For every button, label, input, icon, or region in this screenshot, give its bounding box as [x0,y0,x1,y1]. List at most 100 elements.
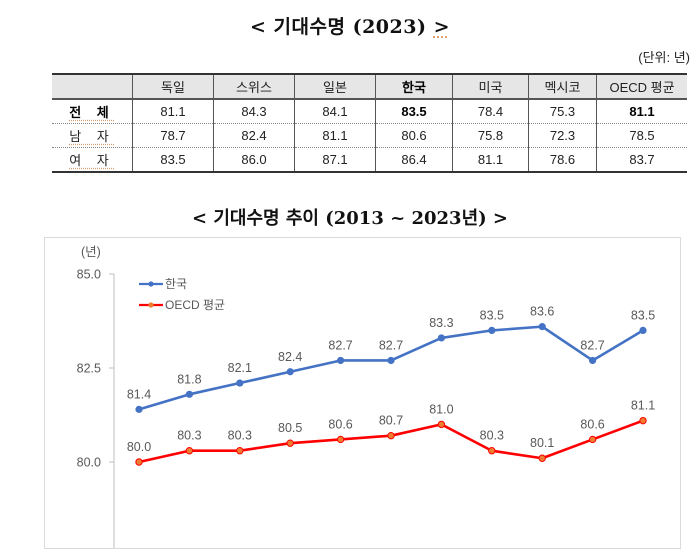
data-label: 80.6 [580,417,604,431]
legend-korea-label: 한국 [165,277,187,291]
data-point-marker [488,326,496,334]
column-header-korea: 한국 [375,73,453,100]
data-label: 82.7 [580,338,604,352]
legend-oecd-label: OECD 평균 [165,298,225,312]
data-label: 80.3 [177,429,201,443]
column-header-usa: 미국 [452,73,529,100]
data-point-marker [236,447,244,455]
y-tick-label: 85.0 [77,268,101,282]
column-header-germany: 독일 [132,73,214,100]
data-point-marker [337,356,345,365]
data-point-marker [387,356,395,365]
data-label: 82.4 [278,350,302,364]
table-cell: 75.8 [452,123,529,148]
data-point-marker [185,390,193,398]
table-cell: 80.6 [375,123,453,148]
column-header-switzerland: 스위스 [213,73,295,100]
table-row-total: 전 체 81.1 84.3 84.1 83.5 78.4 75.3 81.1 [52,99,687,124]
data-label: 82.7 [328,338,352,352]
series-layer: 81.4 81.8 82.1 82.4 82.7 82.7 83.3 83.5 83.6 82.7… [127,305,655,466]
table-title: < 기대수명 (2023) > [250,16,450,38]
table-cell: 81.1 [294,123,376,148]
table-cell: 84.3 [213,99,295,124]
table-cell: 75.3 [528,99,597,124]
data-point-marker [588,435,597,444]
data-label: 80.1 [530,436,554,450]
data-label: 83.5 [480,308,504,322]
legend-korea-marker-icon [148,281,154,287]
series-oecd-average: 80.0 80.3 80.3 80.5 80.6 80.7 81.0 80.3 80.1 80.6… [127,399,655,466]
data-point-marker [589,356,597,365]
table-cell: 78.7 [132,123,214,148]
row-label-total: 전 체 [52,99,133,124]
table-row-male: 남 자 78.7 82.4 81.1 80.6 75.8 72.3 78.5 [52,123,687,148]
table-row-female: 여 자 83.5 86.0 87.1 86.4 81.1 78.6 83.7 [52,147,687,173]
table-cell: 78.4 [452,99,529,124]
data-label: 80.0 [127,440,151,454]
legend: 한국 OECD 평균 [139,277,225,312]
table-cell: 81.1 [452,147,529,173]
table-cell: 84.1 [294,99,376,124]
data-point-marker [286,368,294,376]
data-point-marker [639,326,647,334]
data-label: 83.3 [429,316,453,330]
row-label-male: 남 자 [52,123,133,148]
data-label: 81.0 [429,402,453,416]
table-cell: 86.4 [375,147,453,173]
table-header-row: 독일 스위스 일본 한국 미국 멕시코 OECD 평균 [52,73,687,100]
row-label-female: 여 자 [52,147,133,173]
table-cell: 78.6 [528,147,597,173]
data-point-marker [437,420,446,429]
data-point-marker [236,379,244,387]
chart-plot: (년) 85.0 82.5 80.0 81.4 81.8 82.1 82.4 82.7 82.… [77,245,655,548]
table-cell: 72.3 [528,123,597,148]
table-cell-korea-total: 83.5 [375,99,453,124]
table-cell-oecd-total: 81.1 [596,99,687,124]
data-label: 80.7 [379,414,403,428]
unit-label: (단위: 년) [638,50,690,65]
data-label: 81.4 [127,387,151,401]
data-point-marker [437,334,445,342]
table-cell: 83.5 [132,147,214,173]
data-point-marker [387,431,395,440]
data-point-marker [538,323,546,331]
data-label: 82.7 [379,338,403,352]
data-point-marker [185,447,194,455]
y-tick-label: 82.5 [77,362,101,376]
data-point-marker [336,435,345,444]
series-korea: 81.4 81.8 82.1 82.4 82.7 82.7 83.3 83.5 83.6 82.7… [127,305,655,413]
chart-title: < 기대수명 추이 (2013 ~ 2023년) > [192,208,508,229]
data-point-marker [639,416,647,425]
column-header-oecd-average: OECD 평균 [596,73,687,100]
table-cell: 82.4 [213,123,295,148]
table-cell: 83.7 [596,147,687,173]
legend-item-korea: 한국 [139,277,187,291]
data-label: 80.5 [278,421,302,435]
column-header-japan: 일본 [294,73,376,100]
y-axis-ticks: 85.0 82.5 80.0 [77,268,114,470]
data-point-marker [135,458,143,466]
column-header-blank [52,73,133,100]
data-label: 82.1 [228,361,252,375]
table-cell: 81.1 [132,99,214,124]
data-label: 80.3 [228,429,252,443]
y-axis-unit-label: (년) [81,245,101,259]
table-cell: 87.1 [294,147,376,173]
legend-item-oecd: OECD 평균 [139,298,225,312]
table-cell: 86.0 [213,147,295,173]
table-cell: 78.5 [596,123,687,148]
data-label: 83.6 [530,305,554,319]
life-expectancy-table: 독일 스위스 일본 한국 미국 멕시코 OECD 평균 전 체 81.1 84.… [52,73,687,173]
legend-oecd-marker-icon [148,302,154,308]
data-label: 80.3 [480,429,504,443]
data-point-marker [135,405,143,413]
data-point-marker [286,439,294,447]
data-label: 81.1 [631,399,655,413]
data-label: 83.5 [631,308,655,322]
column-header-mexico: 멕시코 [528,73,597,100]
data-point-marker [488,447,496,455]
data-label: 80.6 [328,417,352,431]
data-label: 81.8 [177,372,201,386]
data-point-marker [538,454,546,462]
y-tick-label: 80.0 [77,456,101,470]
